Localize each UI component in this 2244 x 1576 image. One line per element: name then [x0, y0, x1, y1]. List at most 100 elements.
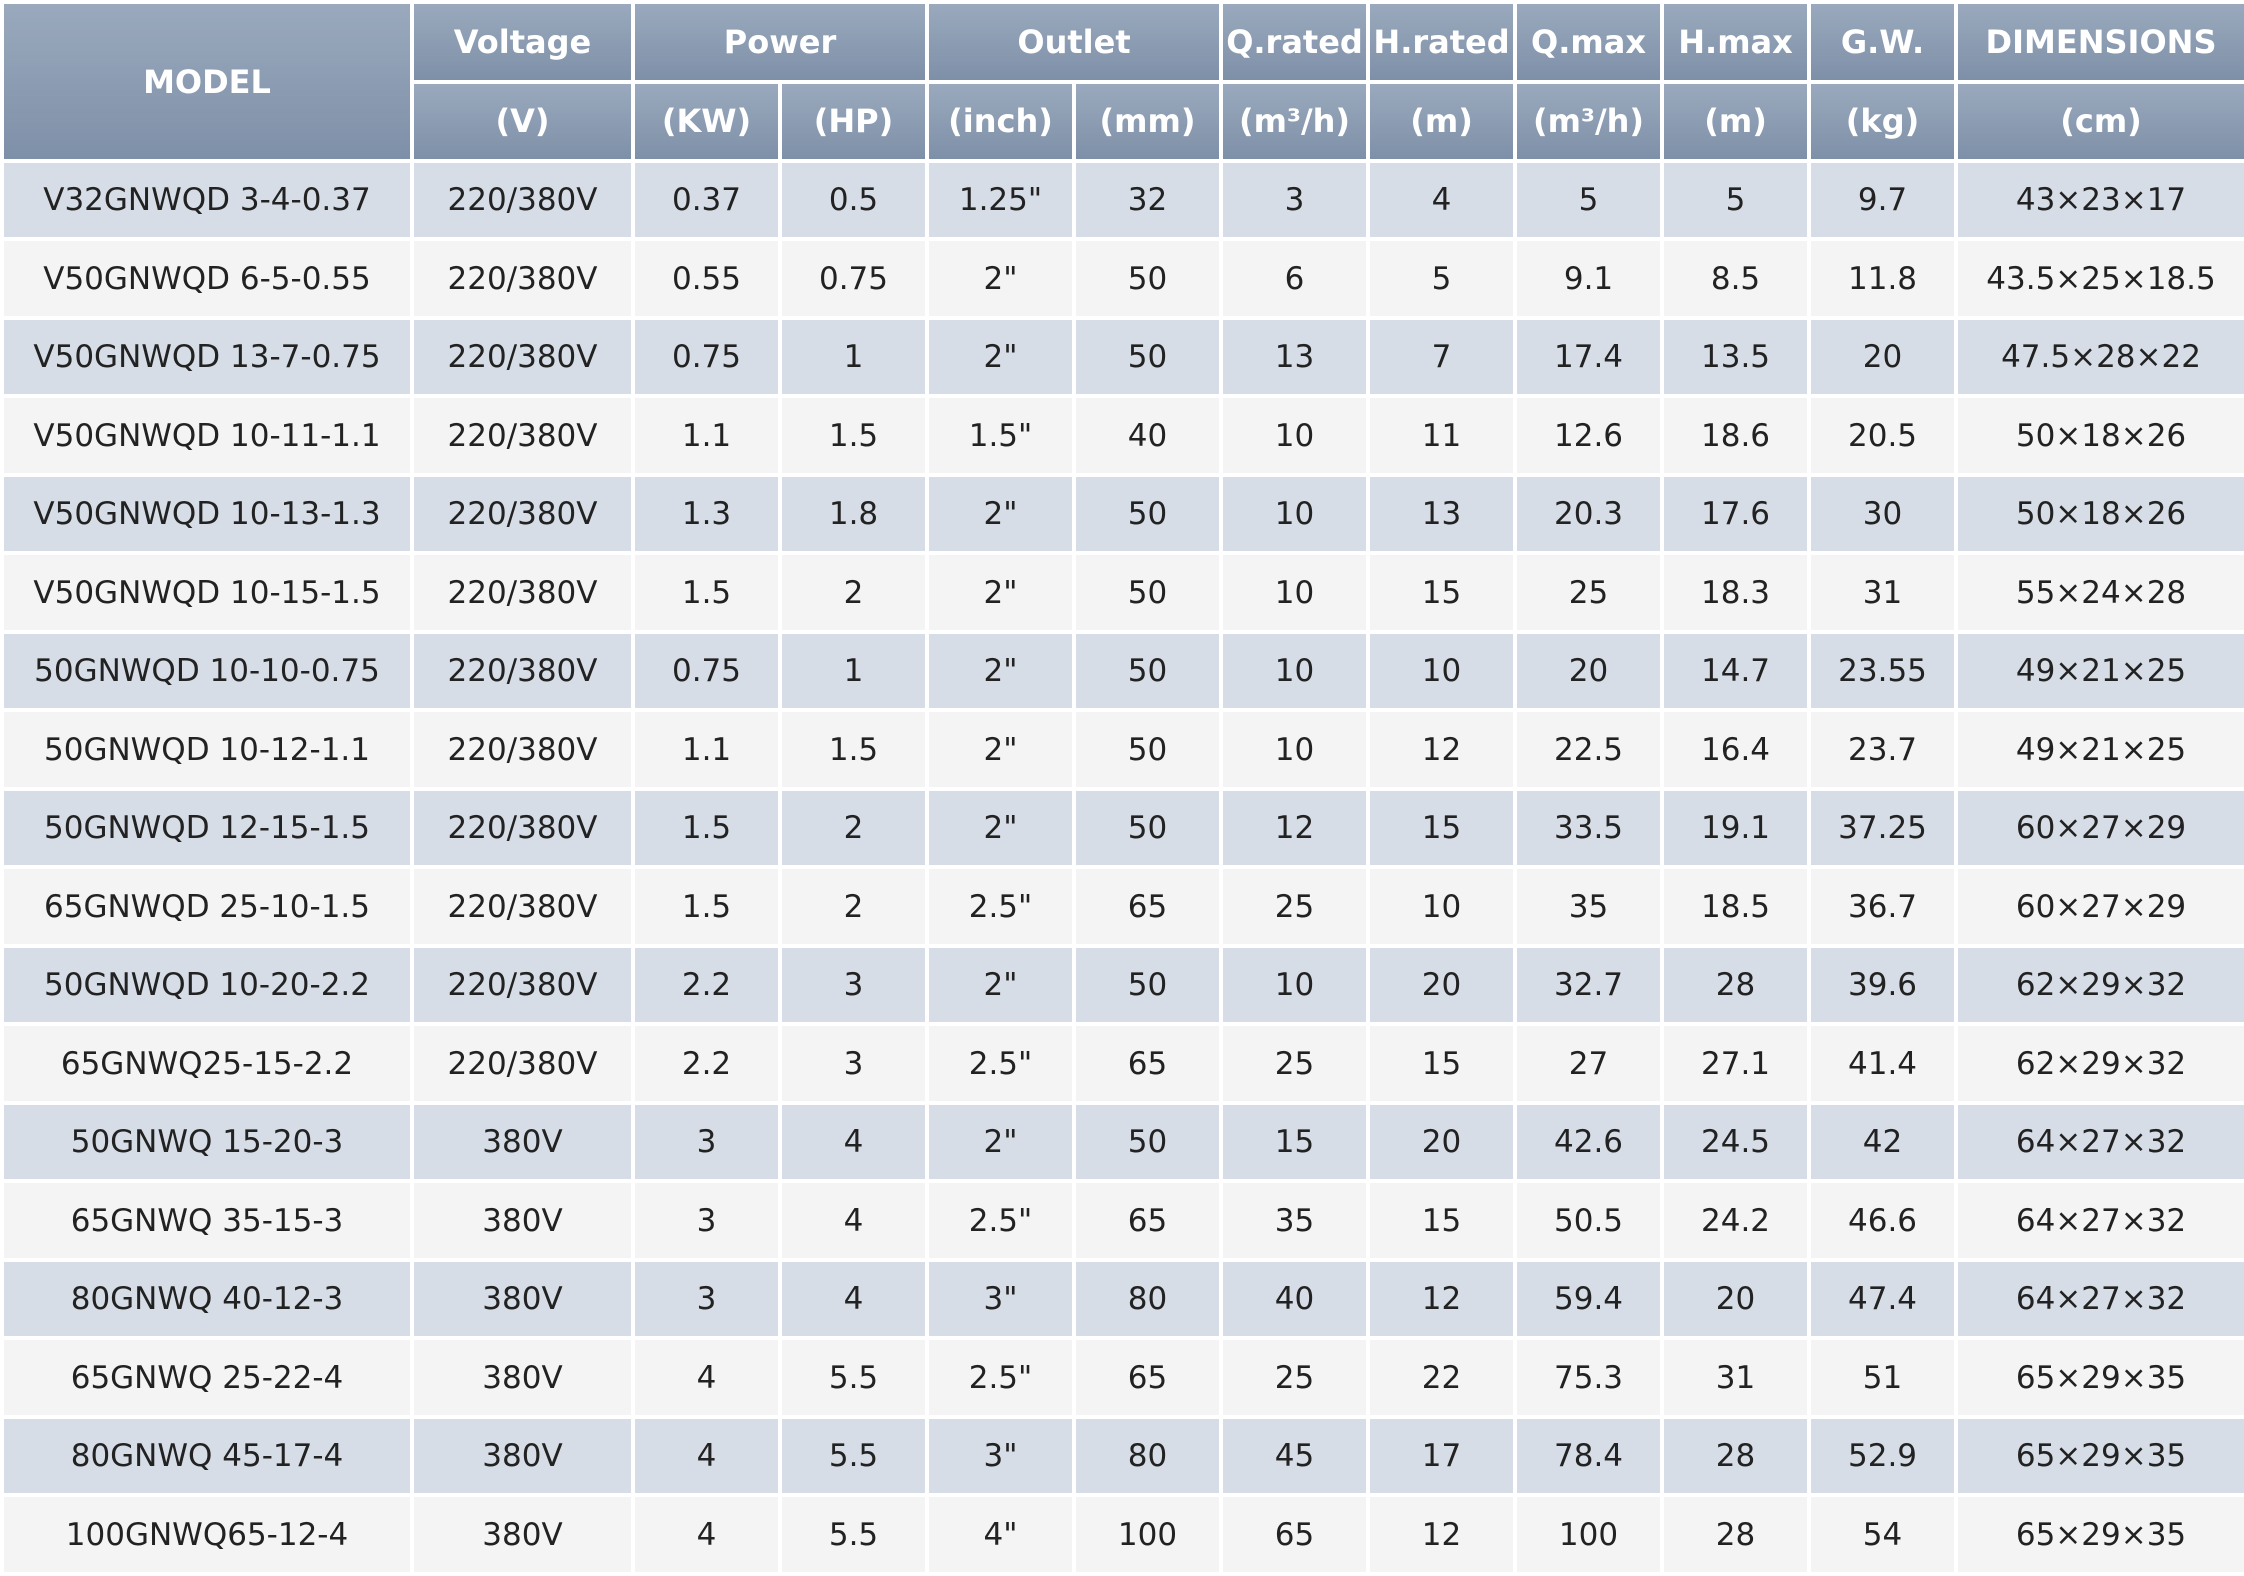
- value-cell: 2.5": [925, 865, 1077, 948]
- value-cell: 2: [777, 786, 930, 870]
- header-cell: DIMENSIONS: [1954, 0, 2244, 84]
- value-cell: 4: [777, 1257, 930, 1341]
- value-cell: 25: [1219, 1022, 1371, 1105]
- value-cell: 50×18×26: [1954, 394, 2244, 477]
- header-cell: Voltage: [410, 0, 635, 84]
- value-cell: 0.55: [631, 237, 782, 320]
- value-cell: 51: [1807, 1336, 1959, 1419]
- value-cell: 64×27×32: [1954, 1179, 2244, 1262]
- value-cell: 4: [777, 1100, 930, 1184]
- unit-cell: (V): [410, 79, 635, 163]
- value-cell: 35: [1219, 1179, 1371, 1262]
- value-cell: 9.7: [1807, 158, 1959, 242]
- value-cell: 3": [925, 1414, 1077, 1498]
- model-cell: 50GNWQD 10-20-2.2: [0, 943, 414, 1027]
- value-cell: 220/380V: [410, 708, 635, 791]
- value-cell: 2": [925, 237, 1077, 320]
- value-cell: 4: [631, 1414, 782, 1498]
- value-cell: 10: [1219, 551, 1371, 634]
- value-cell: 65: [1072, 1179, 1224, 1262]
- header-cell: H.rated: [1366, 0, 1518, 84]
- value-cell: 20.5: [1807, 394, 1959, 477]
- value-cell: 62×29×32: [1954, 1022, 2244, 1105]
- value-cell: 40: [1072, 394, 1224, 477]
- value-cell: 20.3: [1513, 472, 1665, 556]
- unit-cell: (kg): [1807, 79, 1959, 163]
- value-cell: 4: [1366, 158, 1518, 242]
- value-cell: 2.2: [631, 1022, 782, 1105]
- value-cell: 22: [1366, 1336, 1518, 1419]
- value-cell: 22.5: [1513, 708, 1665, 791]
- value-cell: 20: [1660, 1257, 1812, 1341]
- value-cell: 80: [1072, 1414, 1224, 1498]
- value-cell: 20: [1366, 943, 1518, 1027]
- unit-row: (V) (KW) (HP) (inch) (mm) (m³/h) (m) (m³/h) (m)(…: [2, 79, 2244, 163]
- value-cell: 2.5": [925, 1022, 1077, 1105]
- value-cell: 65×29×35: [1954, 1414, 2244, 1498]
- value-cell: 24.2: [1660, 1179, 1812, 1262]
- header-cell: G.W.: [1807, 0, 1959, 84]
- value-cell: 50: [1072, 472, 1224, 556]
- value-cell: 1.1: [631, 394, 782, 477]
- value-cell: 30: [1807, 472, 1959, 556]
- unit-cell: (m³/h): [1219, 79, 1371, 163]
- model-cell: V50GNWQD 6-5-0.55: [0, 237, 414, 320]
- value-cell: 1.3: [631, 472, 782, 556]
- value-cell: 28: [1660, 1414, 1812, 1498]
- value-cell: 12: [1366, 1257, 1518, 1341]
- value-cell: 50: [1072, 786, 1224, 870]
- value-cell: 11: [1366, 394, 1518, 477]
- header-cell: Q.rated: [1219, 0, 1371, 84]
- value-cell: 1.8: [777, 472, 930, 556]
- value-cell: 42: [1807, 1100, 1959, 1184]
- value-cell: 380V: [410, 1336, 635, 1419]
- value-cell: 3": [925, 1257, 1077, 1341]
- value-cell: 27: [1513, 1022, 1665, 1105]
- value-cell: 52.9: [1807, 1414, 1959, 1498]
- model-cell: V50GNWQD 13-7-0.75: [0, 315, 414, 399]
- value-cell: 50×18×26: [1954, 472, 2244, 556]
- value-cell: 17.6: [1660, 472, 1812, 556]
- model-cell: 50GNWQD 10-12-1.1: [0, 708, 414, 791]
- value-cell: 50: [1072, 943, 1224, 1027]
- value-cell: 43×23×17: [1954, 158, 2244, 242]
- value-cell: 0.75: [631, 629, 782, 713]
- value-cell: 33.5: [1513, 786, 1665, 870]
- value-cell: 380V: [410, 1179, 635, 1262]
- data-row: 65GNWQ 25-22-4 380V 4 5.5 2.5" 65 25 22 75.3 31 51…: [0, 1336, 2244, 1419]
- value-cell: 49×21×25: [1954, 708, 2244, 791]
- value-cell: 1.5: [777, 394, 930, 477]
- data-row: 50GNWQ 15-20-3 380V 3 4 2" 50 15 20 42.6 24.5 42 64…: [0, 1100, 2244, 1184]
- value-cell: 220/380V: [410, 158, 635, 242]
- value-cell: 42.6: [1513, 1100, 1665, 1184]
- value-cell: 24.5: [1660, 1100, 1812, 1184]
- unit-cell: (HP): [777, 79, 930, 163]
- value-cell: 20: [1807, 315, 1959, 399]
- value-cell: 6: [1219, 237, 1371, 320]
- value-cell: 65: [1072, 1336, 1224, 1419]
- value-cell: 5: [1513, 158, 1665, 242]
- value-cell: 8.5: [1660, 237, 1812, 320]
- data-row: 100GNWQ65-12-4 380V 4 5.5 4" 100 65 12 100 28 54 65…: [0, 1493, 2244, 1576]
- value-cell: 31: [1807, 551, 1959, 634]
- value-cell: 10: [1219, 629, 1371, 713]
- value-cell: 32: [1072, 158, 1224, 242]
- value-cell: 1.5: [631, 786, 782, 870]
- model-cell: 50GNWQ 15-20-3: [0, 1100, 414, 1184]
- value-cell: 2.5": [925, 1336, 1077, 1419]
- unit-cell: (cm): [1954, 79, 2244, 163]
- value-cell: 18.5: [1660, 865, 1812, 948]
- value-cell: 32.7: [1513, 943, 1665, 1027]
- header-row: MODEL Voltage Power Outlet Q.rated H.rated Q.m…: [0, 0, 2244, 163]
- value-cell: 10: [1366, 629, 1518, 713]
- value-cell: 50: [1072, 237, 1224, 320]
- model-cell: 65GNWQD 25-10-1.5: [0, 865, 414, 948]
- data-row: 65GNWQ25-15-2.2 220/380V 2.2 3 2.5" 65 25 15 27 2…: [0, 1022, 2244, 1105]
- value-cell: 220/380V: [410, 394, 635, 477]
- value-cell: 4": [925, 1493, 1077, 1576]
- value-cell: 18.6: [1660, 394, 1812, 477]
- value-cell: 15: [1366, 1179, 1518, 1262]
- value-cell: 65×29×35: [1954, 1493, 2244, 1576]
